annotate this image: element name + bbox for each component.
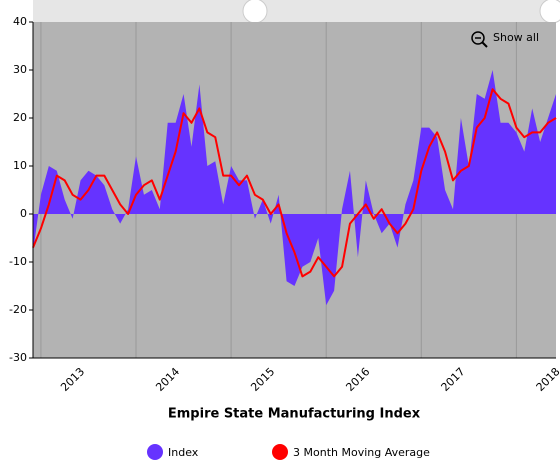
zoom-icon xyxy=(471,31,485,45)
y-tick-label: 30 xyxy=(13,63,27,76)
index-area xyxy=(33,70,556,306)
legend-symbol xyxy=(147,444,163,460)
scroll-handle[interactable] xyxy=(242,0,268,24)
legend-label: Index xyxy=(168,446,199,459)
x-tick-label: 2017 xyxy=(439,365,468,394)
y-tick-label: 20 xyxy=(13,111,27,124)
plot xyxy=(32,22,557,358)
navigator-scrollbar[interactable] xyxy=(33,0,556,22)
y-tick-label: -10 xyxy=(9,255,27,268)
button-label[interactable]: Show all xyxy=(493,31,539,44)
x-axis-title: Empire State Manufacturing Index xyxy=(168,407,421,422)
y-tick-label: 40 xyxy=(13,15,27,28)
y-tick-label: -20 xyxy=(9,303,27,316)
x-tick-label: 2014 xyxy=(153,365,182,394)
y-tick-label: 0 xyxy=(20,207,27,220)
scroll-handle[interactable] xyxy=(539,0,560,24)
y-tick-label: -30 xyxy=(9,351,27,364)
x-tick-label: 2016 xyxy=(343,365,372,394)
show-all-button[interactable]: Show all xyxy=(471,31,539,48)
x-tick-label: 2013 xyxy=(58,365,87,394)
legend-symbol xyxy=(272,444,288,460)
x-tick-label: 2018 xyxy=(534,365,560,394)
y-tick-label: 10 xyxy=(13,159,27,172)
moving-average-line xyxy=(32,88,557,278)
legend-label: 3 Month Moving Average xyxy=(293,446,430,459)
x-tick-label: 2015 xyxy=(248,365,277,394)
zoom-icon xyxy=(481,41,488,48)
